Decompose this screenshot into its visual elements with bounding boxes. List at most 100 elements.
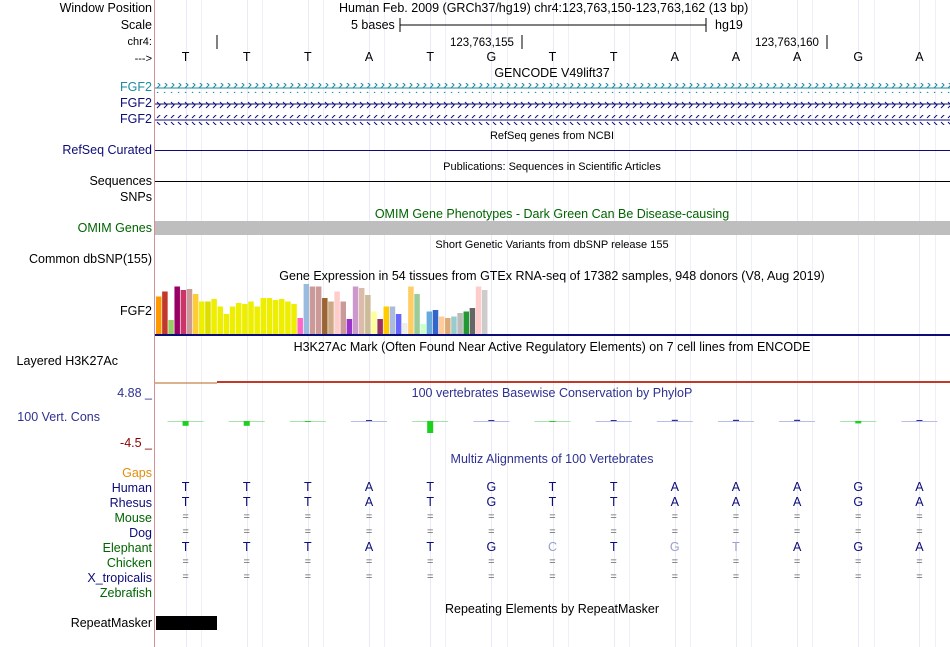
label-repeatmasker[interactable]: RepeatMasker	[70, 616, 152, 630]
gtex-tissue-bar[interactable]	[156, 296, 162, 335]
gencode-transcripts[interactable]	[155, 80, 950, 130]
gtex-tissue-bar[interactable]	[463, 311, 470, 335]
label-dog[interactable]: Dog	[129, 526, 152, 540]
gtex-tissue-bar[interactable]	[205, 301, 211, 335]
label-rhesus[interactable]: Rhesus	[109, 496, 152, 510]
phylop-score-bar[interactable]	[549, 421, 556, 422]
publications-sequence-line[interactable]	[155, 181, 950, 182]
gtex-tissue-bar[interactable]	[199, 301, 205, 335]
gtex-tissue-bar[interactable]	[451, 316, 457, 335]
gtex-tissue-bar[interactable]	[260, 298, 267, 334]
publications-track-title[interactable]: Publications: Sequences in Scientific Ar…	[443, 161, 661, 173]
label-elephant[interactable]: Elephant	[102, 541, 152, 555]
gtex-tissue-bar[interactable]	[174, 286, 180, 335]
omim-gene-bar[interactable]	[155, 221, 950, 235]
gtex-tissue-bar[interactable]	[309, 286, 316, 335]
phylop-track-title[interactable]: 100 vertebrates Basewise Conservation by…	[411, 386, 693, 400]
gtex-tissue-bar[interactable]	[383, 306, 390, 335]
phylop-score-bar[interactable]	[366, 420, 373, 421]
gtex-tissue-bar[interactable]	[445, 318, 451, 334]
gtex-tissue-bar[interactable]	[322, 298, 328, 334]
gtex-tissue-bar[interactable]	[279, 299, 285, 334]
label-human[interactable]: Human	[111, 481, 152, 495]
phylop-score-bar[interactable]	[855, 421, 862, 424]
gtex-tissue-bar[interactable]	[414, 294, 420, 334]
h3k27ac-track-title[interactable]: H3K27Ac Mark (Often Found Near Active Re…	[293, 340, 811, 354]
gtex-tissue-bar[interactable]	[162, 291, 168, 335]
label-100-vert-cons[interactable]: 100 Vert. Cons	[17, 410, 100, 424]
refseq-transcript-line[interactable]	[155, 150, 950, 151]
gtex-tissue-bar[interactable]	[475, 286, 482, 335]
gtex-tissue-bar[interactable]	[457, 313, 463, 334]
label-gaps[interactable]: Gaps	[122, 466, 152, 480]
label-gtex-fgf2[interactable]: FGF2	[120, 304, 152, 318]
gtex-tissue-bar[interactable]	[395, 314, 402, 334]
gtex-tissue-bar[interactable]	[420, 324, 426, 334]
gtex-tissue-bar[interactable]	[358, 288, 365, 334]
phylop-score-bar[interactable]	[427, 421, 434, 433]
multiz-alignment[interactable]: T T T A T G T T A A A G A T T T A T G T T A A A G A = = = = = = = = = = = = = =…	[155, 480, 950, 590]
label-fgf2-gencode-2[interactable]: FGF2	[120, 96, 152, 110]
phylop-score-bar[interactable]	[610, 420, 617, 421]
gtex-tissue-bar[interactable]	[346, 319, 353, 334]
label-strand-arrow[interactable]: --->	[134, 53, 152, 65]
phylop-score-bar[interactable]	[304, 421, 311, 422]
dbsnp-track-title[interactable]: Short Genetic Variants from dbSNP releas…	[435, 239, 669, 251]
label-chicken[interactable]: Chicken	[106, 556, 152, 570]
phylop-score-bar[interactable]	[794, 419, 801, 421]
label-common-dbsnp[interactable]: Common dbSNP(155)	[29, 252, 152, 266]
label-mouse[interactable]: Mouse	[114, 511, 152, 525]
label-fgf2-gencode-3[interactable]: FGF2	[120, 112, 152, 126]
gtex-tissue-bar[interactable]	[469, 308, 476, 334]
label-sequences[interactable]: Sequences	[89, 174, 152, 188]
gtex-tissue-bar[interactable]	[229, 306, 236, 335]
gtex-tissue-bar[interactable]	[303, 284, 310, 334]
gtex-tissue-bar[interactable]	[168, 320, 174, 334]
gtex-tissue-bar[interactable]	[186, 289, 193, 334]
gtex-tissue-bar[interactable]	[297, 318, 303, 334]
multiz-track-title[interactable]: Multiz Alignments of 100 Vertebrates	[450, 452, 654, 466]
gtex-tissue-bar[interactable]	[340, 301, 347, 335]
track-data-area[interactable]: Human Feb. 2009 (GRCh37/hg19) chr4:123,7…	[155, 0, 950, 647]
phylop-score-bar[interactable]	[182, 421, 189, 426]
gtex-tissue-bar[interactable]	[242, 304, 248, 334]
label-omim-genes[interactable]: OMIM Genes	[77, 221, 152, 235]
gtex-tissue-bar[interactable]	[248, 301, 254, 335]
gtex-tissue-bar[interactable]	[254, 306, 260, 335]
label-refseq-curated[interactable]: RefSeq Curated	[62, 143, 152, 157]
label-zebrafish[interactable]: Zebrafish	[99, 586, 152, 600]
gtex-tissue-bar[interactable]	[211, 299, 217, 334]
gtex-tissue-bar[interactable]	[481, 290, 488, 334]
gtex-tissue-bar[interactable]	[285, 301, 291, 335]
gtex-tissue-bar[interactable]	[365, 295, 371, 334]
phylop-score-bar[interactable]	[671, 419, 678, 421]
gtex-tissue-bar[interactable]	[272, 300, 279, 334]
gtex-tissue-bar[interactable]	[328, 301, 334, 335]
repeatmasker-track-title[interactable]: Repeating Elements by RepeatMasker	[444, 602, 660, 616]
phylop-score-bar[interactable]	[732, 419, 739, 421]
gtex-tissue-bar[interactable]	[432, 310, 439, 334]
gtex-tissue-bar[interactable]	[377, 319, 383, 334]
label-x-tropicalis[interactable]: X_tropicalis	[87, 571, 152, 585]
gtex-tissue-bar[interactable]	[235, 303, 242, 334]
gtex-tissue-bar[interactable]	[352, 286, 359, 335]
gtex-tissue-bar[interactable]	[266, 298, 273, 334]
gtex-track-title[interactable]: Gene Expression in 54 tissues from GTEx …	[279, 269, 825, 283]
phylop-score-bar[interactable]	[916, 420, 923, 421]
gtex-tissue-bar[interactable]	[334, 291, 340, 335]
gtex-tissue-bar[interactable]	[192, 294, 199, 334]
gtex-tissue-bar[interactable]	[217, 306, 224, 335]
gtex-tissue-bar[interactable]	[438, 316, 445, 335]
gtex-bar-chart[interactable]	[155, 283, 555, 335]
gencode-track-title[interactable]: GENCODE V49lift37	[494, 66, 610, 80]
label-layered-h3k27ac[interactable]: Layered H3K27Ac	[16, 354, 118, 368]
gtex-tissue-bar[interactable]	[371, 311, 377, 335]
label-snps[interactable]: SNPs	[120, 190, 152, 204]
gtex-tissue-bar[interactable]	[315, 286, 322, 335]
omim-track-title[interactable]: OMIM Gene Phenotypes - Dark Green Can Be…	[374, 207, 730, 221]
gtex-tissue-bar[interactable]	[402, 323, 408, 334]
gtex-tissue-bar[interactable]	[180, 290, 187, 334]
phylop-score-bar[interactable]	[488, 420, 495, 421]
gtex-tissue-bar[interactable]	[389, 306, 396, 335]
gtex-tissue-bar[interactable]	[291, 304, 297, 334]
